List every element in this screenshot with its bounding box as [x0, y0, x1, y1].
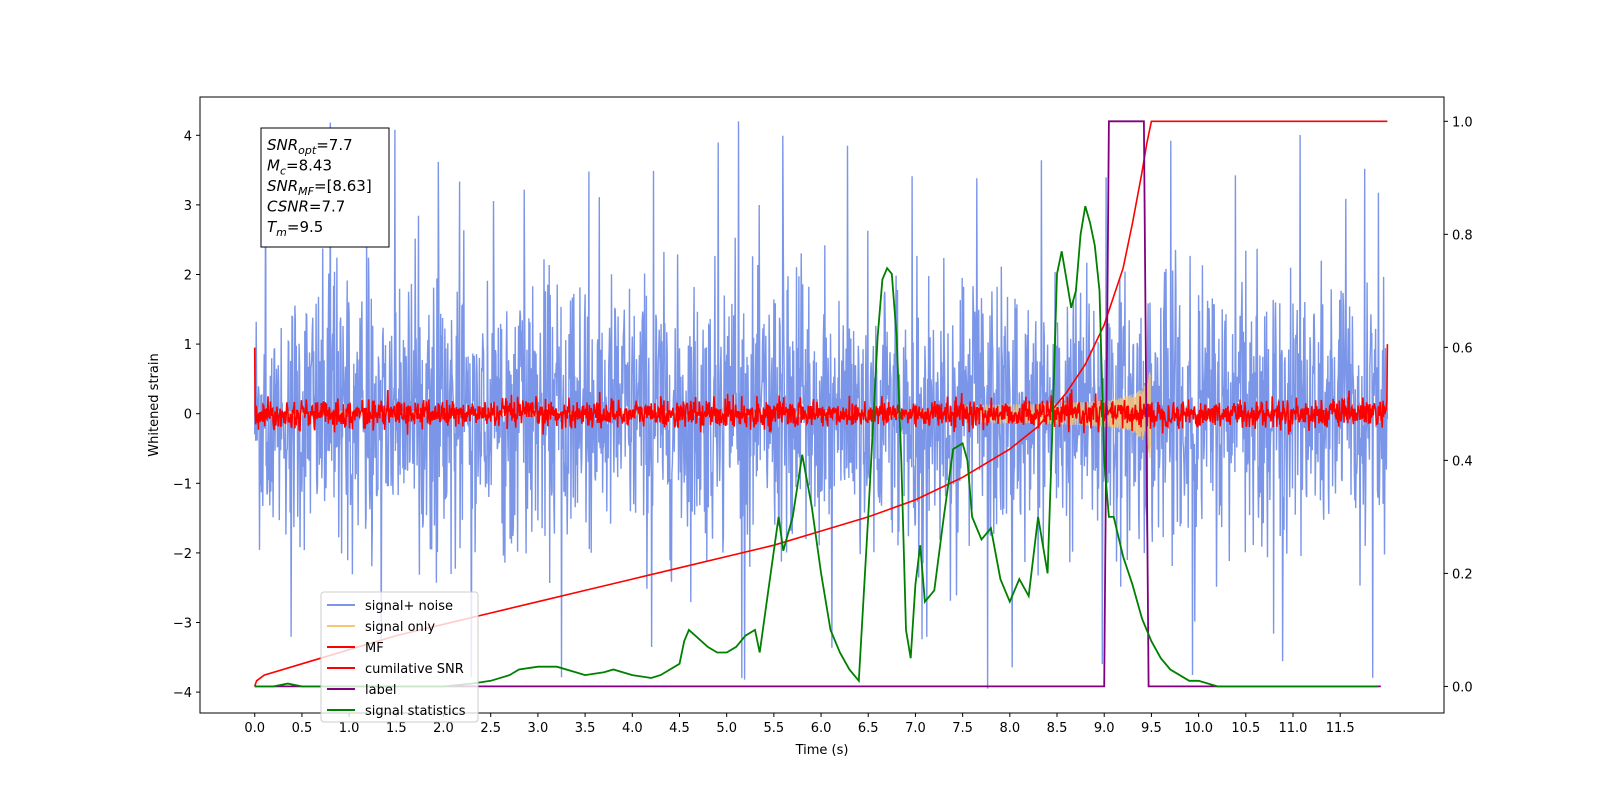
x-tick-label: 6.5 — [858, 721, 879, 736]
legend-entry: cumilative SNR — [365, 662, 464, 677]
axes-frame — [199, 96, 1445, 714]
x-tick-label: 0.0 — [244, 721, 265, 736]
legend-entry: signal+ noise — [365, 599, 453, 614]
annotation-frame — [260, 127, 390, 248]
x-tick-label: 3.5 — [575, 721, 596, 736]
legend-frame — [320, 591, 479, 723]
y-tick-label-left: −1 — [173, 477, 192, 492]
y-tick-label-left: −4 — [173, 686, 192, 701]
y-tick-label-left: 0 — [184, 408, 192, 423]
x-tick-label: 10.0 — [1184, 721, 1213, 736]
x-tick-label: 3.0 — [528, 721, 549, 736]
legend-entry: signal statistics — [365, 704, 466, 719]
x-tick-label: 5.0 — [716, 721, 737, 736]
legend-entry: label — [365, 683, 396, 698]
x-tick-label: 1.0 — [339, 721, 360, 736]
x-tick-label: 5.5 — [764, 721, 785, 736]
annotation-line: SNRMF=[8.63] — [267, 177, 372, 198]
y-tick-label-left: −3 — [173, 617, 192, 632]
annotation-line: Tm=9.5 — [267, 218, 323, 239]
annotation-line: SNRopt=7.7 — [267, 136, 353, 157]
legend: signal+ noise signal only MF cumilative SNR… — [320, 591, 479, 723]
y-axis-label: Whitened strain — [147, 353, 162, 456]
x-tick-label: 8.0 — [999, 721, 1020, 736]
y-tick-label-right: 1.0 — [1452, 115, 1473, 130]
y-tick-label-left: 1 — [184, 338, 192, 353]
x-tick-label: 8.5 — [1047, 721, 1068, 736]
x-tick-label: 6.0 — [811, 721, 832, 736]
series-mf — [253, 344, 1389, 435]
x-tick-label: 11.0 — [1279, 721, 1308, 736]
y-tick-label-left: 2 — [184, 268, 192, 283]
x-tick-label: 7.5 — [952, 721, 973, 736]
annotation-line: Mc=8.43 — [267, 157, 332, 178]
series-label — [254, 120, 1381, 688]
x-tick-label: 4.0 — [622, 721, 643, 736]
x-tick-label: 9.5 — [1141, 721, 1162, 736]
y-tick-label-left: 3 — [184, 199, 192, 214]
y-tick-label-right: 0.2 — [1452, 567, 1473, 582]
y-tick-label-right: 0.0 — [1452, 680, 1473, 695]
x-tick-label: 11.5 — [1326, 721, 1355, 736]
x-tick-label: 4.5 — [669, 721, 690, 736]
x-tick-label: 0.5 — [292, 721, 313, 736]
ticks: 0.0 0.5 1.0 1.5 2.0 2.5 3.0 3.5 4.0 4.5 5.0 5.5 6.0 6… — [173, 115, 1473, 736]
y-tick-label-right: 0.6 — [1452, 341, 1473, 356]
x-tick-label: 7.0 — [905, 721, 926, 736]
x-tick-label: 2.0 — [433, 721, 454, 736]
y-tick-label-left: −2 — [173, 547, 192, 562]
x-tick-label: 2.5 — [480, 721, 501, 736]
y-tick-label-left: 4 — [184, 129, 192, 144]
x-tick-label: 1.5 — [386, 721, 407, 736]
x-tick-label: 10.5 — [1231, 721, 1260, 736]
x-tick-label: 9.0 — [1094, 721, 1115, 736]
legend-entry: signal only — [365, 620, 435, 635]
legend-entry: MF — [365, 641, 384, 656]
annotation-line: CSNR=7.7 — [267, 198, 345, 216]
series-signal-statistics — [254, 205, 1378, 688]
y-tick-label-right: 0.4 — [1452, 454, 1473, 469]
x-axis-label: Time (s) — [795, 743, 849, 758]
y-tick-label-right: 0.8 — [1452, 228, 1473, 243]
